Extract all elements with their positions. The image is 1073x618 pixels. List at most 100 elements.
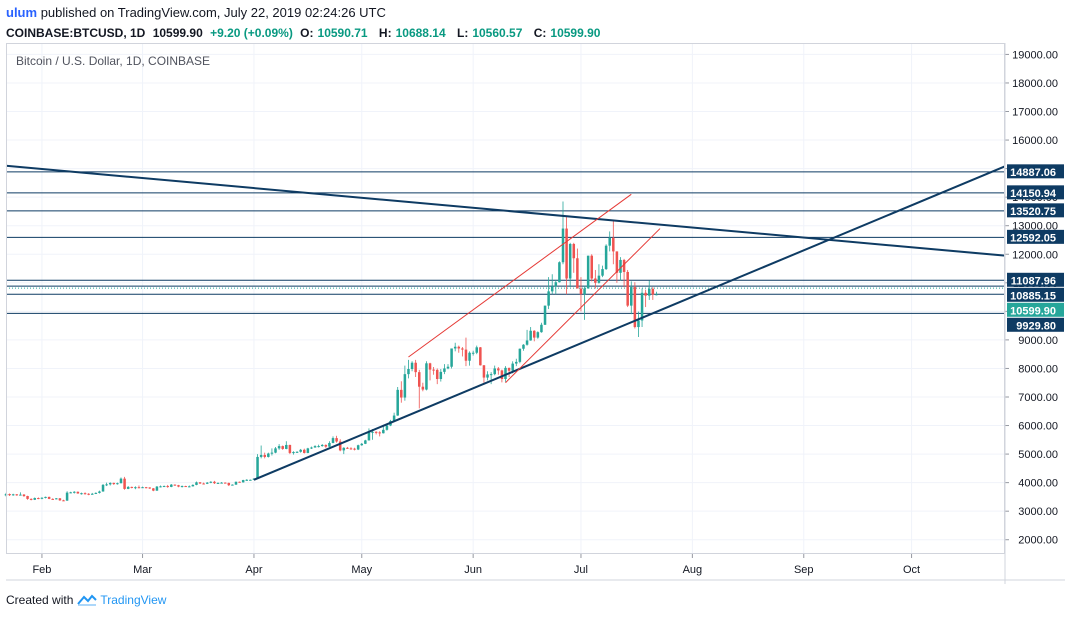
candle-body (249, 479, 252, 481)
candle-body (568, 243, 572, 279)
candle-body (457, 346, 461, 349)
candle-body (180, 486, 184, 488)
candle-body (159, 486, 162, 488)
candle-body (428, 363, 432, 370)
candle-body (471, 352, 475, 354)
candle-body (522, 344, 525, 349)
y-tick-label: 2000.00 (1018, 535, 1058, 547)
trend-line-ascending-support (253, 165, 1006, 481)
x-tick-label: Oct (903, 564, 920, 576)
candle-body (40, 497, 44, 499)
candle-body (227, 482, 231, 486)
candle-body (90, 493, 94, 495)
y-tick-label: 6000.00 (1018, 421, 1058, 433)
candle-body (590, 255, 594, 279)
footer: Created with TradingView (6, 592, 166, 608)
created-with-text: Created with (6, 593, 74, 607)
candle-body (73, 491, 76, 493)
candle-body (47, 496, 51, 499)
y-tick-label: 5000.00 (1018, 449, 1058, 461)
candle-body (515, 361, 518, 364)
candle-body (356, 445, 360, 450)
candle-body (417, 372, 421, 387)
candle-body (651, 288, 655, 295)
candle-body (601, 269, 604, 276)
y-tick-label: 4000.00 (1018, 478, 1058, 490)
candle-body (532, 330, 536, 338)
candle-body (29, 498, 33, 500)
y-tick-label: 12000.00 (1012, 249, 1058, 261)
level-badge-bg (1007, 164, 1064, 179)
chart-title: Bitcoin / U.S. Dollar, 1D, COINBASE (16, 54, 210, 68)
candle-body (101, 484, 105, 492)
y-tick-label: 16000.00 (1012, 135, 1058, 147)
candle-body (170, 484, 173, 487)
last-price: 10599.90 (152, 26, 203, 40)
candle-body (62, 500, 65, 502)
candle-body (94, 492, 98, 494)
y-tick-label: 9000.00 (1018, 335, 1058, 347)
candle-body (518, 348, 522, 362)
candle-body (281, 446, 284, 449)
y-tick-label: 8000.00 (1018, 363, 1058, 375)
candle-body (489, 374, 493, 376)
candle-body (572, 243, 576, 259)
x-tick-label: Sep (794, 564, 814, 576)
x-tick-label: Jun (464, 564, 482, 576)
candle-body (328, 442, 331, 447)
candle-body (292, 452, 295, 454)
candle-body (310, 447, 313, 449)
candle-body (335, 438, 338, 442)
tradingview-link[interactable]: TradingView (100, 593, 167, 607)
candle-body (511, 363, 514, 371)
candle-body (475, 347, 479, 353)
candle-body (134, 487, 137, 489)
candle-body (51, 498, 54, 500)
candle-body (435, 369, 439, 380)
price-chart[interactable]: 2000.00 3000.00 4000.00 5000.00 6000.00 7000.… (0, 0, 1073, 585)
candle-body (644, 292, 647, 296)
candle-body (274, 448, 277, 453)
horizontal-levels (6, 171, 1005, 314)
candle-body (561, 228, 565, 263)
candle-body (640, 292, 644, 321)
candle-body (565, 228, 568, 279)
candle-body (396, 389, 399, 416)
candle-body (529, 330, 532, 341)
candle-body (148, 487, 151, 489)
candle-body (583, 288, 586, 295)
y-tick-label: 3000.00 (1018, 506, 1058, 518)
candle-body (504, 367, 507, 380)
high-label: H: (378, 26, 392, 40)
candle-body (554, 282, 558, 287)
x-tick-label: Apr (245, 564, 262, 576)
candle-body (195, 482, 198, 485)
level-badge-label: 11087.96 (1011, 275, 1056, 287)
candle-body (83, 493, 87, 495)
candle-body (626, 271, 629, 306)
candle-body (364, 440, 367, 444)
price-badges: 14887.06 14150.94 13520.75 12592.05 11087.96… (1007, 164, 1064, 332)
candle-body (450, 348, 453, 367)
candle-body (349, 448, 353, 450)
time-axis[interactable]: Feb Mar Apr May Jun Jul Aug Sep Oct (6, 554, 1065, 581)
candle-body (173, 484, 177, 486)
candle-body (303, 449, 306, 453)
candle-body (320, 444, 324, 447)
level-badge-bg (1007, 287, 1064, 302)
candle-body (259, 454, 263, 457)
author-name[interactable]: ulum (6, 5, 38, 20)
chart-pane-border (6, 43, 1005, 554)
candle-body (385, 425, 389, 430)
candle-body (126, 486, 130, 489)
candle-body (80, 493, 83, 495)
candle-body (378, 432, 381, 434)
trend-line-descending-resistance (5, 164, 1006, 257)
candle-body (238, 481, 241, 483)
candle-body (615, 251, 619, 273)
candle-body (58, 498, 62, 501)
candle-body (177, 485, 180, 487)
channel-lower-line (505, 228, 661, 384)
candle-body (630, 287, 633, 306)
level-badge-bg (1007, 272, 1064, 287)
